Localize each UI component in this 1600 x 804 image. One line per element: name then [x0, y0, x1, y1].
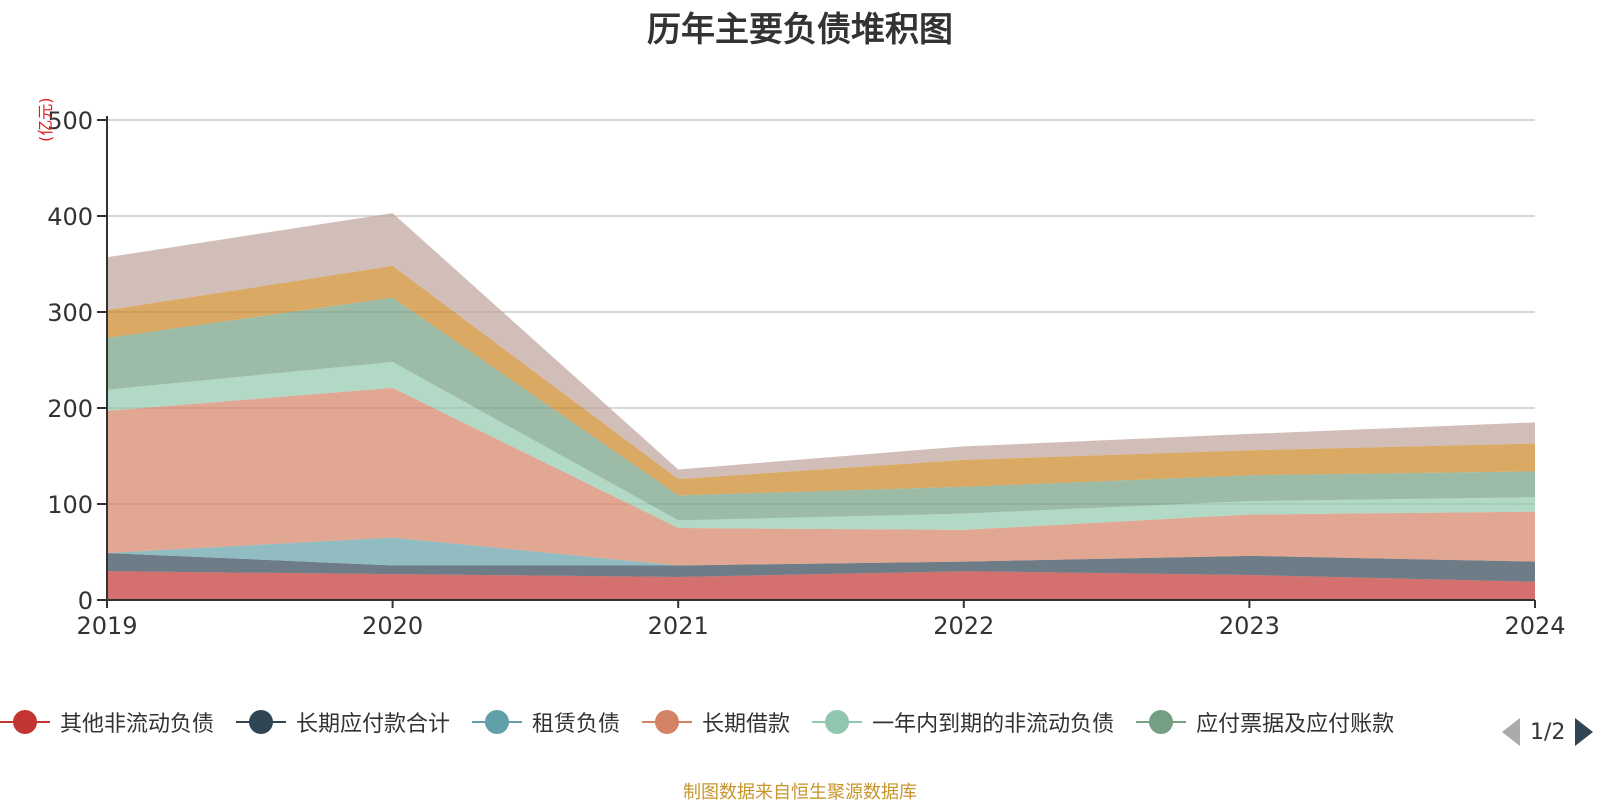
area-长期应付款合计 — [107, 552, 1535, 582]
x-tick-label: 2022 — [933, 612, 994, 640]
legend-item[interactable]: 长期借款 — [642, 706, 790, 738]
source-note: 制图数据来自恒生聚源数据库 — [683, 782, 917, 803]
chart-title: 历年主要负债堆积图 — [647, 10, 953, 50]
area-series-7 — [107, 265, 1535, 496]
legend-marker-icon — [0, 710, 50, 734]
legend-label: 长期应付款合计 — [296, 712, 451, 737]
legend-page-indicator: 1/2 — [1530, 719, 1566, 745]
y-axis-unit-label: (亿元) — [36, 97, 55, 143]
legend-next-page-icon[interactable] — [1575, 718, 1594, 746]
legend-label: 租赁负债 — [532, 712, 621, 737]
legend-marker-icon — [472, 710, 523, 734]
area-其他非流动负债 — [107, 571, 1535, 600]
x-tick-label: 2024 — [1504, 612, 1565, 640]
legend-item[interactable]: 租赁负债 — [472, 706, 620, 738]
y-tick-label: 200 — [47, 395, 93, 423]
y-tick-label: 300 — [47, 299, 93, 327]
area-应付票据及应付账款 — [107, 297, 1535, 521]
legend-marker-icon — [1136, 710, 1187, 734]
area-series-8 — [107, 213, 1535, 480]
legend-label: 其他非流动负债 — [60, 712, 215, 737]
area-租赁负债 — [107, 537, 1535, 566]
legend: 其他非流动负债 长期应付款合计 租赁负债 长期借款 一年内到期的非流动负债 应付票据及应付… — [0, 706, 1416, 738]
x-tick-label: 2019 — [76, 612, 137, 640]
legend-marker-icon — [642, 710, 693, 734]
legend-label: 应付票据及应付账款 — [1196, 712, 1395, 737]
stacked-areas — [107, 213, 1535, 600]
legend-item[interactable]: 其他非流动负债 — [0, 706, 214, 738]
area-一年内到期的非流动负债 — [107, 361, 1535, 530]
legend-pager: 1/2 — [1502, 718, 1594, 746]
tick-labels: 0 100 200 300 400 500 2019 2020 2021 2022 2023 2024 — [47, 107, 1565, 640]
legend-label: 长期借款 — [702, 712, 791, 737]
legend-label: 一年内到期的非流动负债 — [872, 712, 1115, 737]
y-tick-label: 0 — [78, 587, 93, 615]
legend-item[interactable]: 应付票据及应付账款 — [1136, 706, 1394, 738]
y-tick-label: 400 — [47, 203, 93, 231]
y-tick-label: 500 — [47, 107, 93, 135]
area-长期借款 — [107, 387, 1535, 566]
y-tick-label: 100 — [47, 491, 93, 519]
legend-marker-icon — [236, 710, 287, 734]
legend-item[interactable]: 一年内到期的非流动负债 — [812, 706, 1114, 738]
legend-marker-icon — [812, 710, 863, 734]
x-tick-label: 2020 — [362, 612, 423, 640]
axes — [106, 116, 1536, 608]
legend-item[interactable]: 长期应付款合计 — [236, 706, 450, 738]
x-tick-label: 2021 — [648, 612, 709, 640]
legend-prev-page-icon[interactable] — [1502, 718, 1520, 746]
x-tick-label: 2023 — [1219, 612, 1280, 640]
